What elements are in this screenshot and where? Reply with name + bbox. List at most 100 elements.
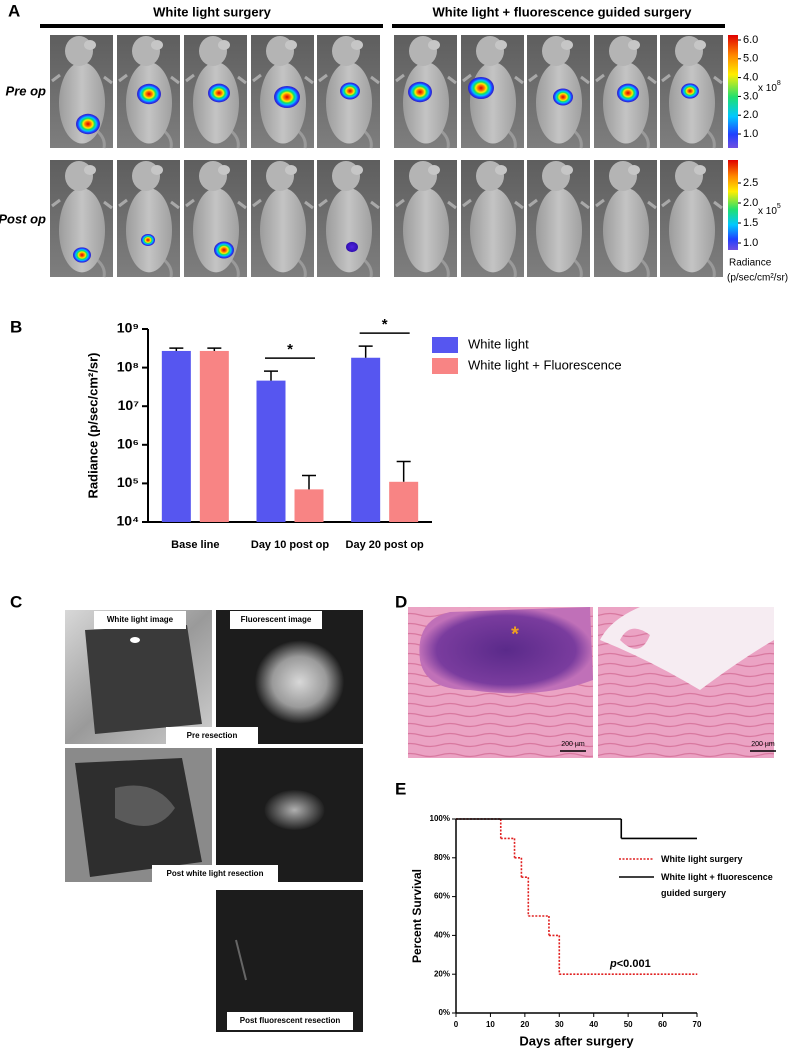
scale-bar-label: 200 µm bbox=[561, 741, 585, 748]
mouse-image bbox=[594, 160, 657, 278]
photo bbox=[216, 610, 363, 744]
signal-spot bbox=[340, 82, 360, 100]
mouse-ear bbox=[285, 165, 297, 175]
photo-label: Post white light resection bbox=[167, 869, 264, 878]
mouse-ear bbox=[428, 40, 440, 50]
mouse-ear bbox=[285, 40, 297, 50]
colorbar-unit: (p/sec/cm²/sr) bbox=[727, 273, 788, 284]
mouse-leg bbox=[661, 198, 723, 210]
mouse-image bbox=[251, 160, 314, 278]
mouse-ear bbox=[151, 165, 163, 175]
y-tick-label: 80% bbox=[434, 853, 450, 862]
mouse-leg bbox=[252, 198, 314, 210]
mouse-ear bbox=[495, 40, 507, 50]
photo-label: Post fluorescent resection bbox=[240, 1016, 341, 1025]
mouse-leg bbox=[395, 198, 457, 210]
group-bar bbox=[40, 24, 383, 28]
signal-spot bbox=[408, 81, 432, 103]
error-bar bbox=[396, 460, 411, 482]
mouse-body bbox=[403, 188, 449, 273]
photo-label: White light image bbox=[107, 615, 174, 624]
signal-spot bbox=[681, 83, 699, 99]
bar bbox=[389, 481, 419, 522]
p-symbol: p bbox=[609, 958, 617, 970]
photo-signal bbox=[264, 790, 325, 830]
mouse-body bbox=[193, 188, 239, 273]
mouse-ear bbox=[218, 165, 230, 175]
y-tick-label: 10⁵ bbox=[117, 474, 139, 490]
x-tick-label: Day 20 post op bbox=[346, 539, 425, 551]
y-tick-label: 10⁸ bbox=[117, 358, 139, 374]
mouse-image bbox=[317, 35, 380, 149]
x-tick-label: 60 bbox=[658, 1020, 667, 1029]
mouse-leg bbox=[528, 73, 590, 85]
mouse-image bbox=[184, 35, 247, 149]
mouse-leg bbox=[462, 198, 524, 210]
mouse-image bbox=[660, 160, 723, 278]
photo-tissue bbox=[115, 785, 175, 826]
error-bar bbox=[264, 370, 278, 381]
mouse-body bbox=[326, 62, 372, 144]
bar bbox=[351, 357, 381, 522]
p-threshold: <0.001 bbox=[617, 958, 651, 970]
colorbar-tick-label: 2.0 bbox=[743, 197, 758, 209]
exponent-text: 5 bbox=[777, 203, 781, 210]
photo bbox=[216, 890, 363, 1032]
significance-marker: * bbox=[382, 316, 388, 333]
y-tick-label: 10⁶ bbox=[117, 436, 139, 452]
mouse-body bbox=[603, 62, 649, 144]
mouse-body bbox=[260, 188, 306, 273]
y-tick-label: 0% bbox=[438, 1008, 450, 1017]
colorbar-tick-label: 1.5 bbox=[743, 217, 758, 229]
bar bbox=[199, 350, 229, 522]
mouse-leg bbox=[318, 73, 380, 85]
photo bbox=[65, 610, 212, 744]
signal-spot bbox=[73, 247, 91, 263]
colorbar-title: Radiance bbox=[729, 258, 772, 269]
mouse-body bbox=[470, 188, 516, 273]
bar bbox=[256, 380, 286, 522]
label-box bbox=[166, 727, 258, 745]
mouse-leg bbox=[595, 198, 657, 210]
mouse-leg bbox=[318, 198, 380, 210]
mouse-ear bbox=[351, 40, 363, 50]
mouse-leg bbox=[185, 73, 247, 85]
error-bar bbox=[358, 345, 373, 358]
bar bbox=[294, 489, 324, 522]
y-tick-label: 60% bbox=[434, 892, 450, 901]
signal-spot bbox=[137, 83, 161, 105]
photo-highlight bbox=[130, 637, 140, 643]
signal-spot bbox=[468, 76, 494, 100]
mouse-leg bbox=[118, 198, 180, 210]
label-box bbox=[230, 611, 322, 629]
photo-signal bbox=[254, 640, 345, 724]
x-tick-label: Base line bbox=[171, 539, 219, 551]
mouse-image bbox=[251, 35, 314, 149]
mouse-ear bbox=[694, 165, 706, 175]
panel-label: D bbox=[395, 592, 407, 611]
photo bbox=[216, 748, 363, 882]
y-tick-label: 40% bbox=[434, 931, 450, 940]
error-bar bbox=[207, 347, 222, 351]
photo-label: Pre resection bbox=[187, 731, 238, 740]
mouse-leg bbox=[252, 73, 314, 85]
mouse-body bbox=[193, 62, 239, 144]
mouse-ear bbox=[561, 165, 573, 175]
x-tick-label: 40 bbox=[589, 1020, 598, 1029]
colorbar bbox=[728, 35, 738, 148]
multiplier-text: x 10 bbox=[758, 83, 777, 94]
histology-space bbox=[600, 607, 774, 690]
mouse-ear bbox=[84, 40, 96, 50]
legend-label: White light bbox=[468, 336, 529, 351]
mouse-body bbox=[126, 188, 172, 273]
mouse-body bbox=[536, 188, 582, 273]
mouse-leg bbox=[395, 73, 457, 85]
y-tick-label: 10⁴ bbox=[117, 513, 140, 529]
colorbar-tick-label: 2.0 bbox=[743, 109, 758, 121]
mouse-body bbox=[470, 62, 516, 144]
mouse-body bbox=[669, 62, 715, 144]
mouse-image bbox=[117, 35, 180, 149]
colorbar-tick-label: 1.0 bbox=[743, 237, 758, 249]
error-bar bbox=[302, 474, 316, 490]
